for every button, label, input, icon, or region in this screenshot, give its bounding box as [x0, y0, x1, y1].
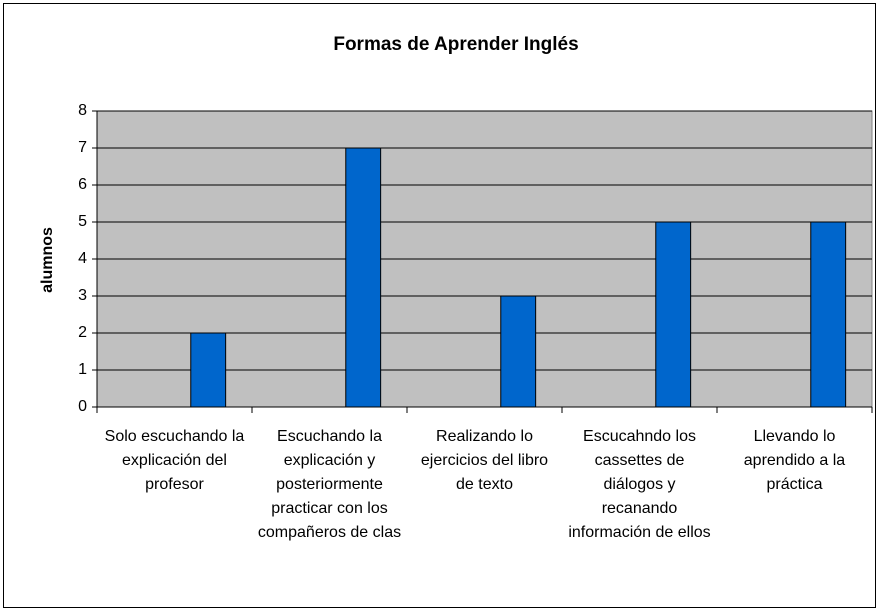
y-tick-label: 0: [78, 398, 87, 415]
bar: [345, 147, 382, 408]
y-tick-label: 5: [78, 213, 87, 230]
bar: [810, 221, 847, 408]
bar: [655, 221, 692, 408]
x-tick-label: Realizando lo ejercicios del libro de te…: [420, 428, 549, 493]
y-tick-label: 3: [78, 287, 87, 304]
y-tick-label: 6: [78, 176, 87, 193]
bar: [500, 295, 537, 408]
x-tick-label: Solo escuchando la explicación del profe…: [104, 428, 245, 493]
y-tick-label: 1: [78, 361, 87, 378]
y-tick-label: 2: [78, 324, 87, 341]
x-tick-label: Escuchando la explicación y posteriormen…: [257, 428, 402, 541]
chart-title: Formas de Aprender Inglés: [333, 34, 578, 55]
y-axis-label: alumnos: [39, 227, 56, 293]
y-tick-label: 7: [78, 139, 87, 156]
x-tick-label: Escucahndo los cassettes de diálogos y r…: [568, 428, 711, 541]
bar: [190, 332, 227, 408]
y-tick-label: 4: [78, 250, 87, 267]
x-tick-label: Llevando lo aprendido a la práctica: [743, 428, 846, 493]
y-tick-label: 8: [78, 102, 87, 119]
